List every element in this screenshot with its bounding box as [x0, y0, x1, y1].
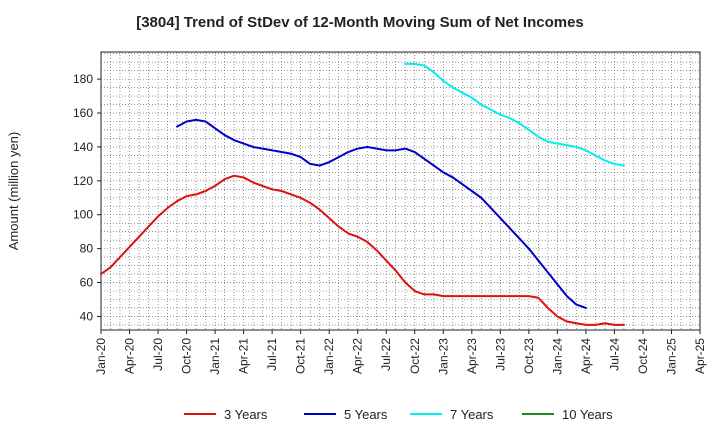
x-tick-label: Jul-20: [151, 338, 165, 371]
x-tick-label: Oct-22: [408, 338, 422, 374]
x-tick-label: Jul-23: [493, 338, 507, 371]
axis-layer: 40 60 80 100 120 140 160 180 Jan-20 Apr-20 Jul-20 O…: [73, 51, 707, 375]
y-tick-label: 140: [73, 140, 93, 154]
x-tick-label: Oct-20: [180, 338, 194, 374]
x-tick-label: Jan-21: [208, 338, 222, 375]
x-tick-label: Jan-24: [550, 338, 564, 375]
x-tick-label: Oct-21: [294, 338, 308, 374]
y-tick-label: 40: [80, 309, 94, 323]
plot-area: [101, 52, 700, 330]
legend-label: 3 Years: [224, 407, 268, 422]
series-line-7-years: [404, 62, 625, 167]
y-tick-label: 160: [73, 106, 93, 120]
x-tick-label: Jul-21: [265, 338, 279, 371]
legend: 3 Years 5 Years 7 Years 10 Years: [184, 407, 613, 422]
x-tick-label: Apr-20: [123, 338, 137, 374]
plot-frame: [100, 51, 701, 331]
x-tick-label: Oct-24: [636, 338, 650, 374]
x-tick-label: Oct-23: [522, 338, 536, 374]
x-tick-label: Apr-25: [693, 338, 707, 374]
series-layer: [100, 62, 625, 326]
x-tick-label: Apr-22: [351, 338, 365, 374]
x-tick-label: Apr-21: [237, 338, 251, 374]
y-tick-label: 100: [73, 208, 93, 222]
series-line-3-years: [100, 174, 625, 326]
y-tick-label: 80: [80, 242, 94, 256]
x-tick-label: Jan-25: [664, 338, 678, 375]
x-tick-label: Jul-24: [607, 338, 621, 371]
legend-label: 7 Years: [450, 407, 494, 422]
grid-layer: [101, 52, 700, 330]
legend-label: 10 Years: [562, 407, 613, 422]
x-tick-label: Jul-22: [379, 338, 393, 371]
x-tick-label: Jan-20: [94, 338, 108, 375]
y-tick-label: 60: [80, 276, 94, 290]
chart-title: [3804] Trend of StDev of 12-Month Moving…: [136, 14, 584, 31]
y-tick-label: 180: [73, 72, 93, 86]
series-line-5-years: [176, 118, 587, 309]
x-tick-label: Jan-22: [322, 338, 336, 375]
x-tick-label: Apr-24: [579, 338, 593, 374]
y-tick-label: 120: [73, 174, 93, 188]
x-tick-label: Jan-23: [436, 338, 450, 375]
x-tick-label: Apr-23: [465, 338, 479, 374]
legend-label: 5 Years: [344, 407, 388, 422]
y-axis-title: Amount (million yen): [6, 132, 21, 251]
